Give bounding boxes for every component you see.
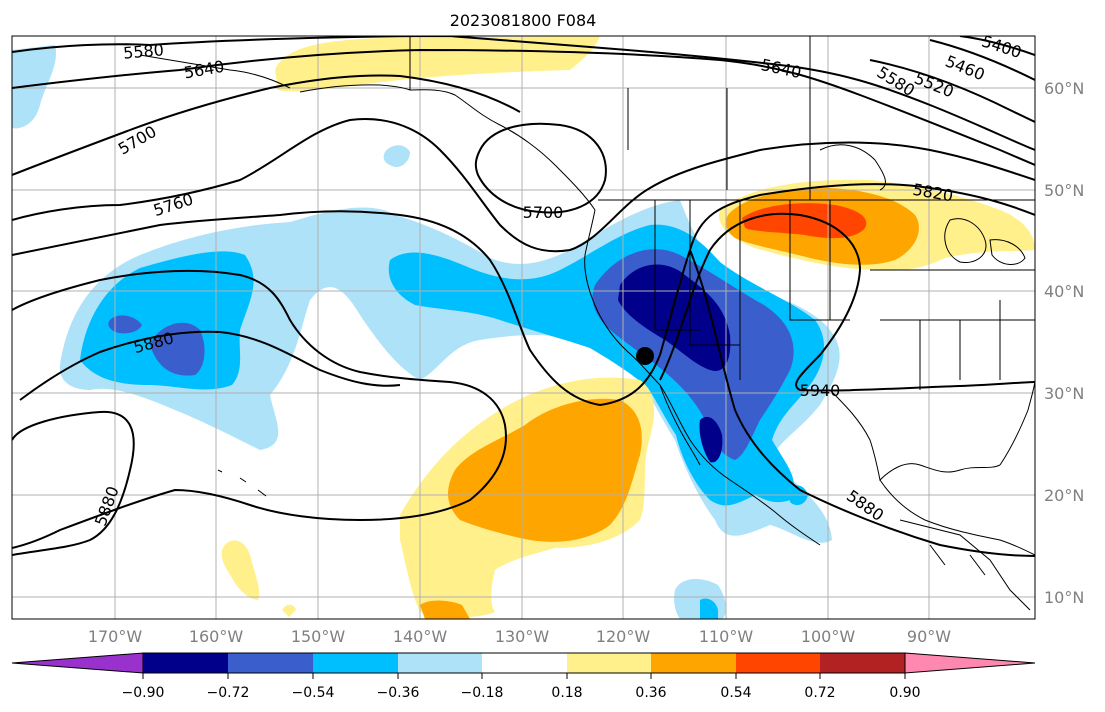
anomaly-fills [12,36,1035,619]
colorbar-segment [567,653,651,673]
negative-anomaly-light-nw [12,45,57,129]
lat-tick: 50°N [1044,181,1084,200]
colorbar: −0.90 −0.72 −0.54 −0.36 −0.18 0.18 0.36 … [11,652,1036,701]
height-contours [12,36,1035,557]
colorbar-segment [228,653,313,673]
colorbar-segment [651,653,736,673]
colorbar-frame [142,652,906,674]
contour-5520 [869,59,1035,123]
colorbar-tick: −0.54 [292,685,335,701]
lat-tick-labels: 10°N 20°N 30°N 40°N 50°N 60°N [1044,79,1084,607]
positive-anomaly-strong-east [742,203,867,239]
colorbar-segment [820,653,905,673]
lon-tick-labels: 170°W 160°W 150°W 140°W 130°W 120°W 110°… [88,627,951,646]
contour-5760 [12,118,1035,253]
negative-anomaly-medium [80,251,254,390]
negative-anomaly-medium-south [700,598,718,619]
map-frame [11,35,1036,620]
positive-anomaly-medium-south [448,398,642,542]
colorbar-segment [398,653,482,673]
contour-5460 [929,39,1035,81]
lon-tick: 130°W [495,627,550,646]
lat-tick: 10°N [1044,588,1084,607]
lat-tick: 30°N [1044,384,1084,403]
figure-title: 2023081800 F084 [450,11,597,30]
colorbar-tick: −0.72 [207,685,250,701]
lat-tick: 40°N [1044,282,1084,301]
contour-label: 5580 [122,40,164,62]
map-area: 5580 5640 5700 5760 5880 5700 5640 5580 … [12,36,1035,619]
positive-anomaly-light-spot [221,540,260,600]
graticule [12,36,1035,619]
positive-anomaly-light-spot2 [282,604,296,617]
colorbar-tick: −0.36 [377,685,420,701]
contour-5700-low [474,122,607,214]
contour-label: 5940 [800,381,841,400]
colorbar-segment [482,653,567,673]
lat-tick: 20°N [1044,486,1084,505]
lon-tick: 170°W [88,627,143,646]
lon-tick: 110°W [699,627,754,646]
contour-5400 [959,36,1035,56]
lon-tick: 120°W [596,627,651,646]
colorbar-tick: 0.18 [551,685,582,701]
contour-5880-west [12,269,507,549]
lat-tick: 60°N [1044,79,1084,98]
lon-tick: 160°W [189,627,244,646]
colorbar-extend-right [904,652,1036,674]
contour-5880-mid [19,330,401,401]
colorbar-segment [143,653,228,673]
colorbar-tick: 0.90 [889,685,920,701]
negative-anomaly-light-spot [383,145,410,168]
location-marker [636,347,654,365]
negative-anomaly-strongest-2 [699,416,723,463]
contour-5580 [12,36,1035,151]
contour-5640 [12,48,1035,166]
positive-anomaly-light-north [275,36,600,92]
colorbar-tick: −0.90 [122,685,165,701]
colorbar-tick: 0.54 [720,685,751,701]
lon-tick: 100°W [801,627,856,646]
colorbar-tick: −0.18 [461,685,504,701]
negative-anomaly-strong-west [108,315,142,334]
lon-tick: 90°W [907,627,951,646]
colorbar-tick: 0.72 [804,685,835,701]
colorbar-tick: 0.36 [635,685,666,701]
lon-tick: 150°W [291,627,346,646]
contour-5700-west [12,74,521,176]
positive-anomaly-medium-south2 [420,600,470,619]
colorbar-segment [736,653,820,673]
contour-5820 [12,183,1035,407]
contour-5880-east [689,249,1035,557]
contour-5880-loop [12,410,135,556]
colorbar-extend-left [11,652,144,674]
contour-label: 5700 [523,203,564,222]
lon-tick: 140°W [393,627,448,646]
colorbar-segment [313,653,398,673]
contour-5940 [659,212,1035,392]
